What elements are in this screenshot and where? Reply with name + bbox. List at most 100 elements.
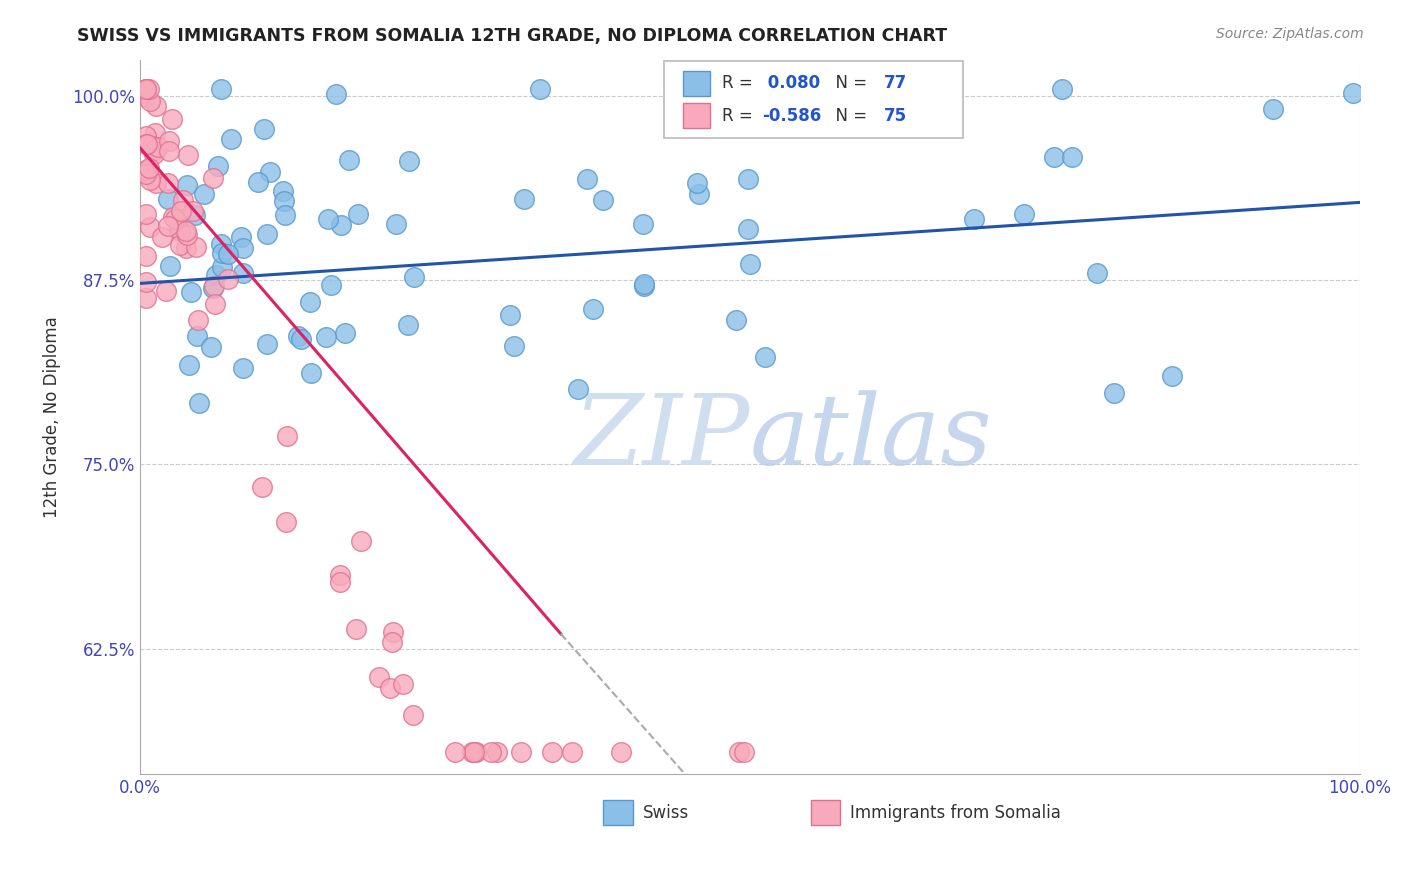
Point — [176, 228, 198, 243]
Text: Source: ZipAtlas.com: Source: ZipAtlas.com — [1216, 27, 1364, 41]
Point — [135, 249, 157, 263]
Point — [259, 165, 281, 179]
Bar — [683, 71, 710, 95]
Point — [581, 301, 603, 316]
Point — [633, 277, 655, 292]
Point — [329, 218, 352, 232]
Point — [576, 172, 599, 186]
Point — [368, 670, 391, 684]
Point — [502, 339, 524, 353]
Point — [299, 366, 322, 380]
Point — [150, 230, 173, 244]
Text: 75: 75 — [884, 107, 907, 125]
Point — [205, 268, 228, 283]
FancyBboxPatch shape — [665, 61, 963, 138]
Point — [540, 745, 562, 759]
Point — [631, 217, 654, 231]
Point — [219, 132, 242, 146]
Point — [232, 360, 254, 375]
Point — [209, 236, 232, 251]
Point — [688, 186, 710, 201]
Point — [229, 230, 252, 244]
Point — [157, 177, 180, 191]
Point — [592, 193, 614, 207]
Point — [135, 136, 157, 151]
Point — [155, 284, 177, 298]
Point — [444, 745, 467, 759]
Point — [139, 220, 162, 235]
Point — [184, 240, 207, 254]
Point — [728, 745, 751, 759]
Point — [180, 285, 202, 299]
Point — [232, 266, 254, 280]
Point — [1261, 102, 1284, 116]
Point — [1012, 207, 1035, 221]
Point — [246, 175, 269, 189]
Point — [529, 82, 551, 96]
Point — [146, 140, 169, 154]
Point — [211, 260, 233, 274]
Point — [145, 126, 167, 140]
Point — [499, 308, 522, 322]
Point — [738, 257, 761, 271]
Point — [737, 171, 759, 186]
Point — [162, 112, 184, 127]
Y-axis label: 12th Grade, No Diploma: 12th Grade, No Diploma — [44, 316, 60, 517]
Point — [325, 87, 347, 101]
Point — [256, 337, 278, 351]
Point — [141, 145, 163, 159]
Point — [159, 259, 181, 273]
Point — [485, 745, 508, 759]
Point — [337, 153, 360, 168]
Text: N =: N = — [825, 107, 873, 125]
Point — [567, 382, 589, 396]
Point — [271, 185, 294, 199]
Point — [561, 745, 583, 759]
Point — [139, 172, 162, 186]
Point — [157, 192, 180, 206]
Point — [384, 217, 406, 231]
Point — [509, 745, 531, 759]
Text: R =: R = — [721, 107, 758, 125]
Point — [1043, 150, 1066, 164]
Point — [135, 162, 157, 177]
Point — [253, 121, 276, 136]
Point — [686, 177, 709, 191]
Point — [202, 281, 225, 295]
Point — [731, 82, 754, 96]
Point — [333, 326, 356, 340]
Text: SWISS VS IMMIGRANTS FROM SOMALIA 12TH GRADE, NO DIPLOMA CORRELATION CHART: SWISS VS IMMIGRANTS FROM SOMALIA 12TH GR… — [77, 27, 948, 45]
Point — [733, 745, 755, 759]
Point — [135, 165, 157, 179]
Point — [273, 194, 295, 209]
Point — [184, 207, 207, 221]
Point — [135, 129, 157, 144]
Point — [187, 313, 209, 327]
Point — [157, 134, 180, 148]
Point — [135, 207, 157, 221]
Point — [135, 82, 157, 96]
Point — [378, 681, 401, 696]
Point — [145, 176, 167, 190]
Point — [135, 82, 157, 96]
Point — [157, 144, 180, 158]
Point — [396, 318, 419, 333]
Point — [316, 212, 339, 227]
Point — [402, 707, 425, 722]
Point — [276, 428, 298, 442]
Point — [186, 329, 208, 343]
Bar — [603, 800, 633, 825]
Text: -0.586: -0.586 — [762, 107, 821, 125]
Point — [169, 222, 191, 236]
Point — [142, 147, 165, 161]
Point — [1160, 368, 1182, 383]
Point — [177, 148, 200, 162]
Point — [217, 272, 239, 286]
Text: N =: N = — [825, 75, 873, 93]
Point — [1343, 87, 1365, 101]
Point — [963, 211, 986, 226]
Point — [274, 208, 297, 222]
Text: Immigrants from Somalia: Immigrants from Somalia — [851, 804, 1062, 822]
Point — [174, 241, 197, 255]
Point — [633, 278, 655, 293]
